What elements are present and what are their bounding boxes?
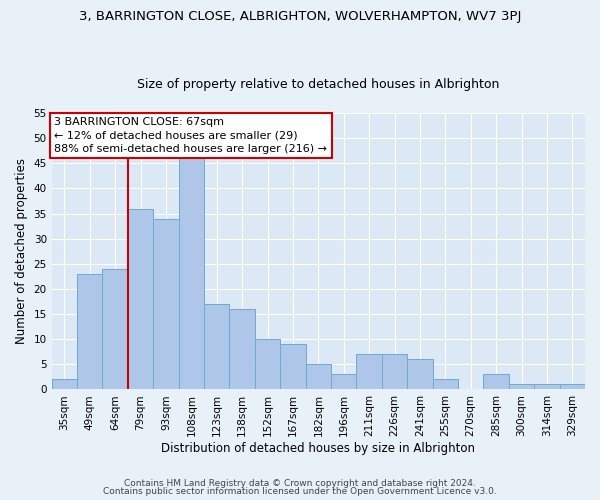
- Bar: [229, 309, 255, 390]
- Bar: [103, 269, 128, 390]
- Bar: [331, 374, 356, 390]
- Bar: [153, 218, 179, 390]
- Title: Size of property relative to detached houses in Albrighton: Size of property relative to detached ho…: [137, 78, 500, 91]
- Text: 3 BARRINGTON CLOSE: 67sqm
← 12% of detached houses are smaller (29)
88% of semi-: 3 BARRINGTON CLOSE: 67sqm ← 12% of detac…: [55, 117, 328, 154]
- Bar: [204, 304, 229, 390]
- Bar: [356, 354, 382, 390]
- Y-axis label: Number of detached properties: Number of detached properties: [15, 158, 28, 344]
- Bar: [382, 354, 407, 390]
- Bar: [433, 380, 458, 390]
- Bar: [484, 374, 509, 390]
- Text: Contains HM Land Registry data © Crown copyright and database right 2024.: Contains HM Land Registry data © Crown c…: [124, 478, 476, 488]
- Bar: [560, 384, 585, 390]
- Text: Contains public sector information licensed under the Open Government Licence v3: Contains public sector information licen…: [103, 488, 497, 496]
- X-axis label: Distribution of detached houses by size in Albrighton: Distribution of detached houses by size …: [161, 442, 475, 455]
- Bar: [509, 384, 534, 390]
- Bar: [128, 208, 153, 390]
- Bar: [280, 344, 305, 390]
- Text: 3, BARRINGTON CLOSE, ALBRIGHTON, WOLVERHAMPTON, WV7 3PJ: 3, BARRINGTON CLOSE, ALBRIGHTON, WOLVERH…: [79, 10, 521, 23]
- Bar: [179, 158, 204, 390]
- Bar: [255, 339, 280, 390]
- Bar: [305, 364, 331, 390]
- Bar: [77, 274, 103, 390]
- Bar: [52, 380, 77, 390]
- Bar: [407, 360, 433, 390]
- Bar: [534, 384, 560, 390]
